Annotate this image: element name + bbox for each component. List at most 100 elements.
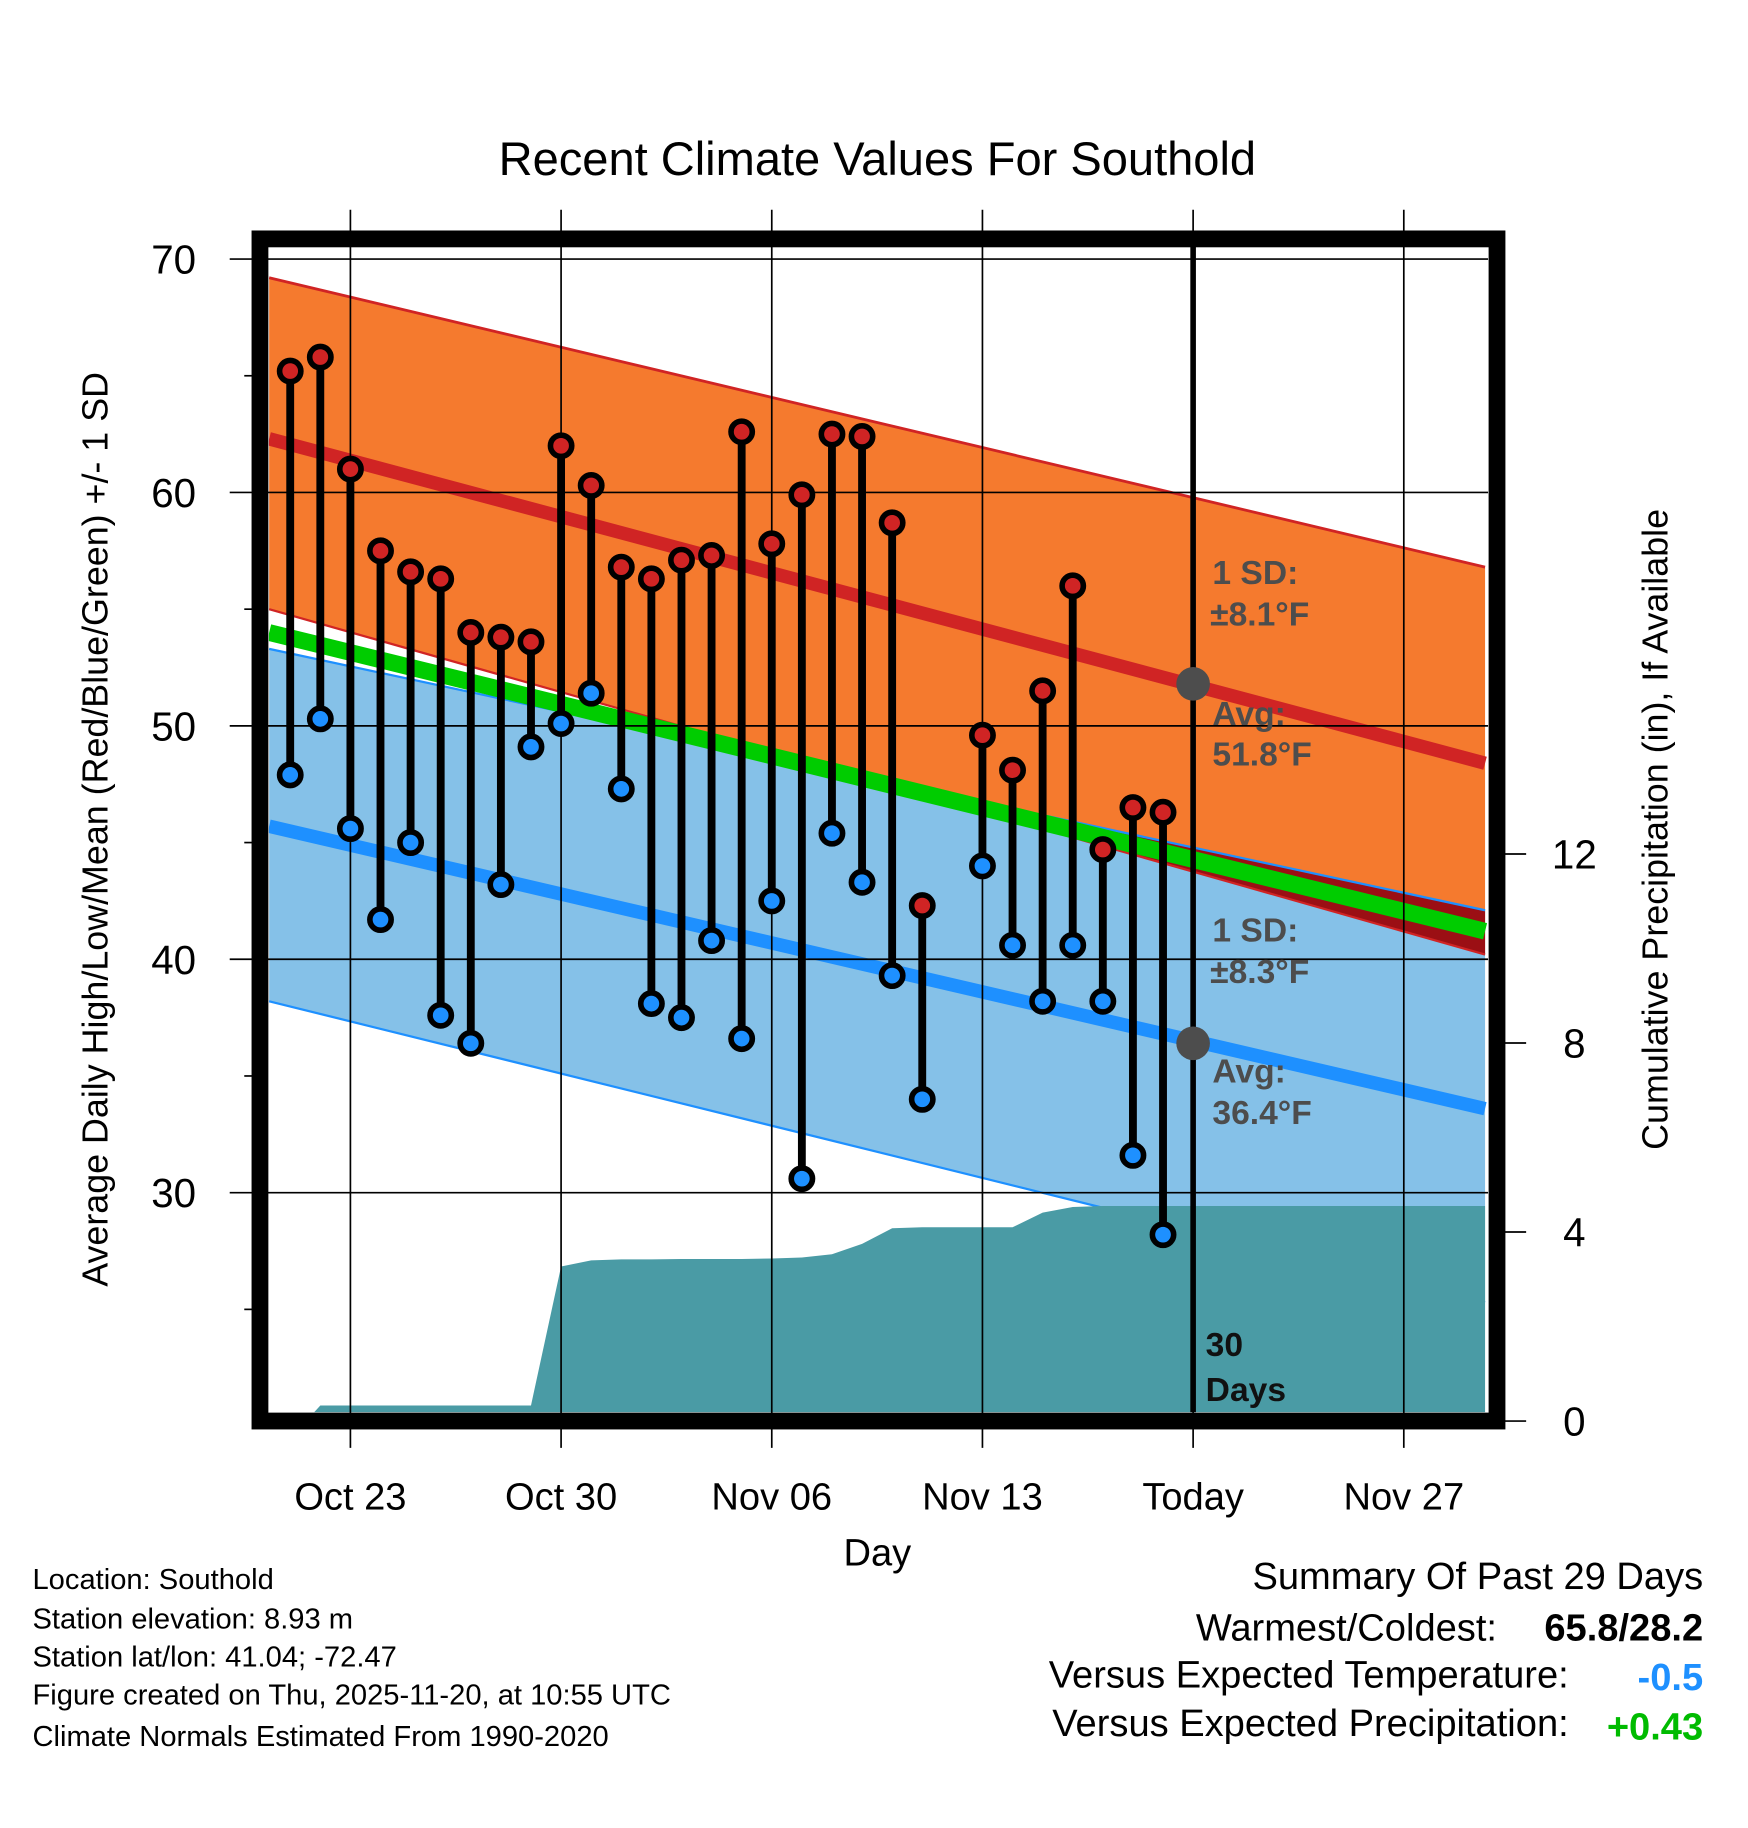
- low-avg-today-marker: [1176, 1026, 1210, 1061]
- summary-warmest-label: Warmest/Coldest:: [1196, 1608, 1497, 1650]
- y-axis-label: Average Daily High/Low/Mean (Red/Blue/Gr…: [76, 372, 116, 1287]
- daily-high-point: [547, 432, 575, 460]
- summary-title: Summary Of Past 29 Days: [1252, 1556, 1703, 1598]
- high-avg-value: 51.8°F: [1212, 737, 1311, 774]
- daily-high-point: [1089, 836, 1117, 864]
- daily-low-point: [668, 1004, 695, 1032]
- summary-temp-label: Versus Expected Temperature:: [1049, 1655, 1569, 1697]
- daily-high-point: [457, 619, 485, 646]
- daily-high-point: [336, 455, 364, 483]
- x-tick-label: Oct 23: [294, 1477, 406, 1519]
- precipitation-area: [314, 1206, 1486, 1413]
- x-tick-label: Oct 30: [505, 1477, 617, 1519]
- daily-high-point: [517, 628, 545, 656]
- daily-low-point: [908, 1085, 936, 1113]
- high-avg-today-marker: [1176, 667, 1210, 701]
- high-sd-value: ±8.1°F: [1210, 596, 1309, 633]
- daily-high-point: [306, 343, 334, 371]
- daily-low-point: [517, 733, 545, 761]
- y-tick-label: 60: [151, 470, 196, 516]
- daily-high-point: [607, 553, 635, 581]
- high-upper-line: [268, 276, 1486, 569]
- plot-content: [268, 276, 1488, 1413]
- daily-high-point: [788, 481, 816, 509]
- daily-low-point: [397, 829, 425, 857]
- low-sd-band: [269, 648, 1486, 1303]
- high-sd-label: 1 SD:: [1212, 555, 1298, 592]
- daily-high-point: [908, 892, 936, 920]
- annotations: 1 SD: ±8.1°F Avg: 51.8°F 1 SD: ±8.3°F Av…: [1206, 555, 1312, 1409]
- info-latlon: Station lat/lon: 41.04; -72.47: [32, 1641, 396, 1673]
- daily-high-point: [1029, 677, 1057, 705]
- daily-low-point: [1029, 987, 1057, 1015]
- daily-high-point: [1119, 794, 1147, 822]
- y-tick-label: 30: [151, 1170, 196, 1216]
- daily-high-point: [1149, 798, 1177, 826]
- daily-low-point: [367, 906, 394, 934]
- axes: 30 40 50 60 70 0 4 8 12 Oct 23 Oct 30 Nov 06 Nov 13 T…: [151, 230, 1597, 1519]
- daily-high-point: [276, 357, 304, 385]
- daily-low-point: [487, 871, 515, 899]
- y-tick-label: 70: [151, 237, 196, 283]
- daily-low-point: [728, 1025, 756, 1053]
- daily-low-point: [848, 868, 876, 896]
- daily-high-point: [728, 418, 756, 446]
- daily-high-point: [848, 423, 876, 450]
- x-tick-label: Today: [1142, 1477, 1244, 1519]
- daily-high-point: [668, 546, 695, 574]
- daily-low-point: [878, 962, 906, 990]
- daily-low-point: [276, 761, 304, 789]
- daily-low-point: [427, 1001, 455, 1029]
- plot-area: [229, 209, 1489, 1448]
- period-days-number: 30: [1206, 1327, 1243, 1364]
- daily-low-point: [1059, 931, 1087, 959]
- low-sd-value: ±8.3°F: [1210, 954, 1309, 991]
- chart-title: Recent Climate Values For Southold: [499, 132, 1256, 185]
- daily-low-point: [1149, 1221, 1177, 1249]
- daily-high-point: [698, 542, 726, 569]
- daily-high-point: [968, 721, 996, 749]
- x-tick-label: Nov 27: [1343, 1477, 1464, 1519]
- daily-high-point: [878, 509, 906, 537]
- station-info: Location: Southold Station elevation: 8.…: [32, 1564, 670, 1753]
- y2-axis-label: Cumulative Precipitation (in), If Availa…: [1635, 509, 1675, 1150]
- daily-low-point: [457, 1029, 485, 1057]
- daily-low-point: [1119, 1141, 1147, 1169]
- info-elevation: Station elevation: 8.93 m: [32, 1603, 353, 1635]
- daily-low-point: [818, 819, 846, 847]
- y2-tick-label: 0: [1563, 1399, 1585, 1445]
- y-tick-label: 50: [151, 703, 196, 749]
- daily-low-point: [698, 927, 726, 955]
- plot-frame: [251, 230, 1506, 1430]
- y2-tick-label: 8: [1563, 1021, 1585, 1067]
- daily-high-point: [487, 623, 515, 651]
- y-tick-label: 40: [151, 937, 196, 983]
- daily-low-point: [336, 815, 364, 843]
- daily-low-point: [1089, 987, 1117, 1015]
- x-tick-label: Nov 06: [711, 1477, 832, 1519]
- y2-tick-label: 12: [1552, 832, 1597, 878]
- daily-high-point: [577, 472, 605, 499]
- daily-high-point: [397, 558, 425, 586]
- daily-low-point: [577, 679, 605, 707]
- x-tick-label: Nov 13: [922, 1477, 1043, 1519]
- daily-low-point: [607, 775, 635, 803]
- low-avg-value: 36.4°F: [1212, 1095, 1311, 1132]
- summary-temp-value: -0.5: [1638, 1657, 1704, 1699]
- y2-tick-label: 4: [1563, 1210, 1585, 1256]
- daily-low-point: [306, 705, 334, 733]
- info-created: Figure created on Thu, 2025-11-20, at 10…: [32, 1680, 670, 1712]
- daily-low-point: [547, 710, 575, 737]
- daily-high-point: [1059, 572, 1087, 600]
- x-axis-label: Day: [844, 1533, 912, 1575]
- info-normals: Climate Normals Estimated From 1990-2020: [32, 1721, 608, 1753]
- daily-low-point: [968, 852, 996, 880]
- daily-high-point: [637, 565, 665, 593]
- daily-low-point: [637, 990, 665, 1018]
- summary-precip-label: Versus Expected Precipitation:: [1052, 1703, 1568, 1745]
- daily-high-point: [818, 420, 846, 448]
- low-sd-label: 1 SD:: [1212, 912, 1298, 949]
- daily-low-point: [758, 887, 786, 915]
- daily-high-point: [427, 565, 455, 593]
